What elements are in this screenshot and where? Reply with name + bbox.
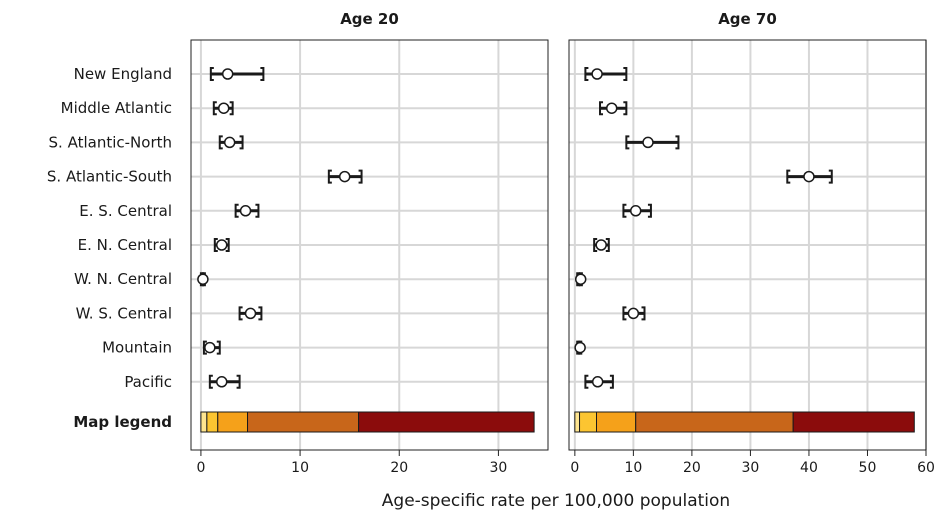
interval-cap-high: [239, 135, 244, 150]
estimate-point: [215, 239, 228, 251]
x-tick-label: 30: [490, 460, 508, 476]
x-tick-label: 0: [196, 460, 205, 476]
row-label: S. Atlantic-North: [49, 133, 172, 151]
estimate-point: [591, 376, 604, 388]
legend-bin: [792, 411, 915, 433]
interval-cap-low: [327, 169, 332, 184]
interval-cap-high: [623, 67, 628, 81]
interval-cap-high: [260, 67, 265, 81]
legend-bin: [358, 411, 535, 433]
legend-bin: [217, 411, 249, 433]
interval-cap-low: [622, 203, 627, 218]
x-tick-label: 20: [683, 460, 701, 476]
panel-frame: [190, 39, 549, 451]
estimate-point: [239, 205, 252, 217]
interval-cap-low: [212, 101, 217, 116]
legend-row-label: Map legend: [73, 413, 172, 431]
estimate-point: [595, 239, 607, 251]
interval-cap-high: [675, 135, 680, 150]
estimate-point: [574, 273, 587, 285]
interval-cap-low: [593, 238, 598, 252]
legend-bin: [200, 411, 208, 433]
panel-2: Age 70 0 10 20 30 40 50 60: [568, 10, 935, 476]
row-label: S. Atlantic-South: [47, 168, 172, 186]
estimate-point: [197, 273, 209, 285]
interval-cap-low: [202, 340, 207, 355]
x-tick-label: 10: [624, 460, 642, 476]
panel-frame: [568, 39, 927, 451]
interval-cap-high: [225, 238, 230, 252]
estimate-point: [338, 170, 351, 183]
legend-bin: [206, 411, 219, 433]
estimate-point: [629, 205, 642, 217]
interval-cap-low: [218, 135, 223, 150]
estimate-point: [204, 341, 216, 354]
panel-title: Age 70: [718, 10, 777, 28]
legend-bin: [635, 411, 794, 433]
legend-bin: [247, 411, 360, 433]
interval-cap-low: [209, 67, 214, 81]
interval-cap-low: [584, 67, 589, 81]
row-label: Pacific: [124, 373, 172, 391]
interval-cap-high: [358, 169, 363, 184]
row-label: E. S. Central: [79, 202, 172, 220]
x-tick-label: 10: [291, 460, 309, 476]
x-tick-label: 60: [917, 460, 935, 476]
estimate-point: [217, 102, 230, 114]
estimate-point: [221, 68, 234, 80]
estimate-point: [223, 136, 236, 149]
row-label: Middle Atlantic: [61, 99, 172, 117]
interval-cap-high: [609, 374, 614, 389]
interval-cap-high: [216, 340, 221, 355]
x-tick-label: 40: [800, 460, 818, 476]
legend-bin: [596, 411, 637, 433]
legend-bin: [579, 411, 598, 433]
panel-title: Age 20: [340, 10, 399, 28]
legend-bin: [574, 411, 581, 433]
interval-cap-low: [238, 306, 243, 321]
estimate-point: [215, 376, 228, 388]
interval-cap-low: [234, 203, 239, 218]
estimate-point: [244, 307, 257, 320]
x-tick-label: 0: [570, 460, 579, 476]
row-label: E. N. Central: [78, 236, 172, 254]
row-label: W. N. Central: [74, 270, 172, 288]
interval-cap-low: [625, 135, 630, 150]
panel-1: Age 20 0 10 20 30: [190, 10, 549, 476]
interval-cap-high: [623, 101, 628, 116]
panels: Age 20 0 10 20 30 Age 70 0 10 20 30 40 50 60: [190, 10, 935, 476]
interval-cap-high: [229, 101, 234, 116]
interval-cap-high: [255, 203, 260, 218]
row-label: Mountain: [102, 339, 172, 357]
interval-cap-low: [213, 238, 218, 252]
interval-cap-low: [786, 169, 791, 184]
interval-cap-low: [584, 374, 589, 389]
interval-cap-low: [599, 101, 604, 116]
row-label: New England: [74, 65, 172, 83]
interval-cap-high: [828, 169, 833, 184]
interval-cap-high: [236, 374, 241, 389]
interval-cap-high: [647, 203, 652, 218]
estimate-point: [574, 341, 586, 354]
estimate-point: [803, 170, 815, 183]
estimate-point: [605, 102, 618, 114]
row-label: W. S. Central: [76, 304, 172, 322]
estimate-point: [591, 68, 603, 80]
estimate-point: [627, 307, 640, 320]
x-axis-title: Age-specific rate per 100,000 population: [382, 491, 730, 511]
interval-cap-high: [258, 306, 263, 321]
x-tick-label: 50: [859, 460, 877, 476]
interval-cap-high: [641, 306, 646, 321]
interval-cap-high: [605, 238, 610, 252]
x-tick-label: 30: [742, 460, 760, 476]
interval-cap-low: [208, 374, 213, 389]
interval-cap-low: [622, 306, 627, 321]
row-labels: New England Middle Atlantic S. Atlantic-No…: [47, 65, 172, 431]
estimate-point: [642, 136, 654, 149]
x-tick-label: 20: [390, 460, 408, 476]
